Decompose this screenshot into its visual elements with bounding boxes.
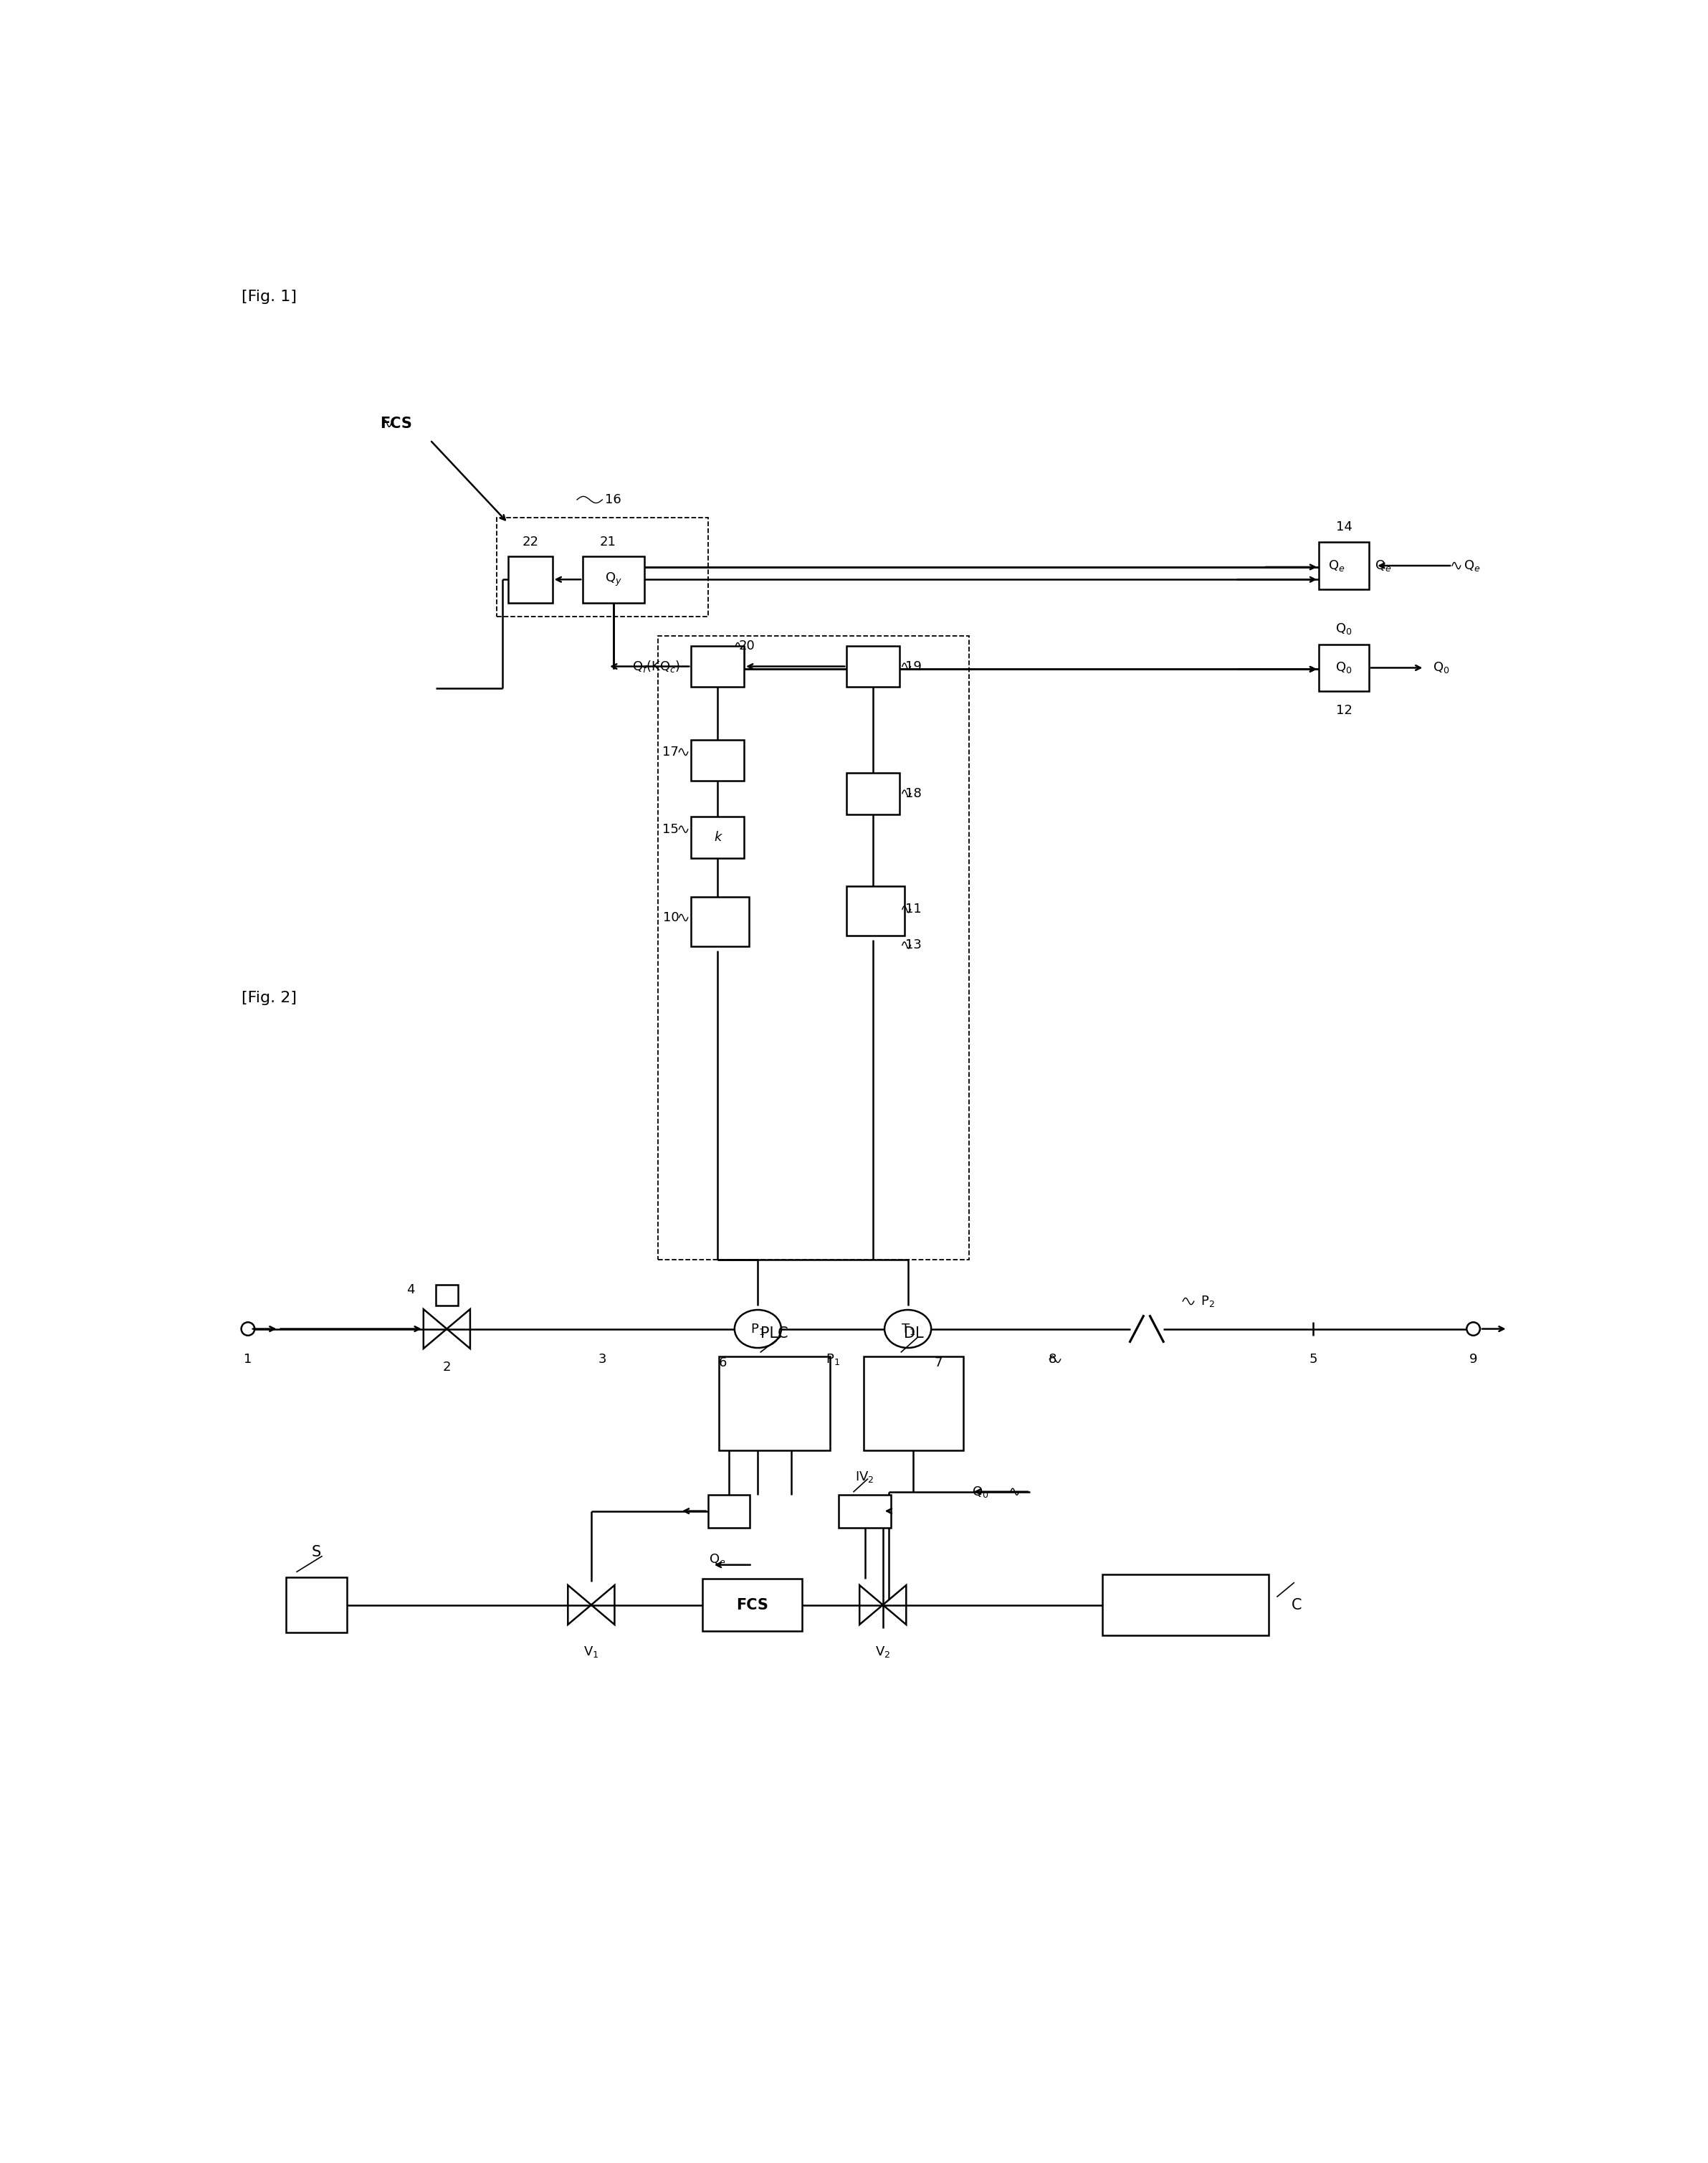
Bar — [692, 740, 745, 781]
Text: FCS: FCS — [736, 1598, 769, 1611]
Bar — [497, 517, 707, 616]
Text: Q$_e$: Q$_e$ — [709, 1553, 726, 1566]
Text: 9: 9 — [1469, 1352, 1477, 1365]
Text: 16: 16 — [605, 493, 622, 506]
Text: 19: 19 — [905, 660, 921, 673]
Text: 7: 7 — [934, 1356, 943, 1369]
Text: DL: DL — [904, 1326, 924, 1341]
Text: 17: 17 — [663, 746, 680, 759]
Text: [Fig. 1]: [Fig. 1] — [241, 290, 297, 303]
Text: P$_1$: P$_1$ — [752, 1322, 765, 1337]
Text: V$_1$: V$_1$ — [584, 1644, 600, 1659]
Bar — [707, 1495, 750, 1527]
Bar — [692, 647, 745, 688]
Text: 10: 10 — [663, 911, 680, 924]
Bar — [692, 898, 750, 947]
Text: 8: 8 — [1049, 1352, 1056, 1365]
Circle shape — [241, 1322, 254, 1335]
Text: 12: 12 — [1336, 705, 1353, 716]
Text: Q$_f$(KQ$_c$): Q$_f$(KQ$_c$) — [632, 660, 680, 675]
Text: 18: 18 — [905, 787, 921, 800]
Text: Q$_0$: Q$_0$ — [1336, 660, 1353, 675]
Text: 6: 6 — [719, 1356, 728, 1369]
Bar — [285, 1577, 347, 1633]
Text: T$_1$: T$_1$ — [900, 1322, 915, 1337]
Ellipse shape — [885, 1311, 931, 1348]
Bar — [507, 556, 552, 603]
Text: k: k — [714, 831, 721, 844]
Text: 5: 5 — [1310, 1352, 1317, 1365]
Text: P$_2$: P$_2$ — [1201, 1293, 1214, 1309]
Text: Q$_y$: Q$_y$ — [605, 571, 622, 588]
Text: 11: 11 — [905, 902, 921, 915]
Text: FCS: FCS — [381, 415, 412, 430]
Text: 15: 15 — [663, 822, 680, 835]
Bar — [692, 818, 745, 859]
Text: 2: 2 — [442, 1361, 451, 1374]
Text: V$_2$: V$_2$ — [874, 1644, 890, 1659]
Bar — [847, 772, 900, 813]
Bar — [1319, 645, 1368, 692]
Text: 20: 20 — [738, 640, 755, 653]
Text: 3: 3 — [598, 1352, 606, 1365]
Bar — [1319, 543, 1368, 588]
Text: Q$_e$: Q$_e$ — [1375, 558, 1392, 573]
Text: Q$_0$: Q$_0$ — [972, 1484, 989, 1499]
Text: Q$_e$: Q$_e$ — [1464, 558, 1481, 573]
Text: C: C — [1291, 1598, 1301, 1611]
Text: PLC: PLC — [760, 1326, 789, 1341]
Text: Q$_e$: Q$_e$ — [1327, 558, 1344, 573]
Text: Q$_0$: Q$_0$ — [1433, 660, 1450, 675]
Bar — [847, 887, 905, 937]
Text: IV$_2$: IV$_2$ — [856, 1469, 874, 1484]
Bar — [864, 1356, 963, 1451]
Bar — [847, 647, 900, 688]
Text: 21: 21 — [600, 536, 617, 549]
Text: 14: 14 — [1336, 521, 1353, 534]
Bar — [839, 1495, 892, 1527]
Text: S: S — [311, 1544, 321, 1560]
Bar — [1102, 1575, 1269, 1635]
Bar — [582, 556, 644, 603]
Text: 13: 13 — [905, 939, 921, 952]
Bar — [702, 1579, 803, 1631]
Text: [Fig. 2]: [Fig. 2] — [241, 991, 297, 1006]
Text: Q$_0$: Q$_0$ — [1336, 621, 1353, 636]
Text: P$_1$: P$_1$ — [825, 1352, 840, 1367]
Text: 1: 1 — [244, 1352, 253, 1365]
Circle shape — [1467, 1322, 1481, 1335]
Text: 4: 4 — [407, 1283, 415, 1296]
Text: 22: 22 — [523, 536, 538, 549]
Bar — [436, 1285, 458, 1306]
Ellipse shape — [734, 1311, 781, 1348]
Bar — [658, 636, 968, 1259]
Bar — [719, 1356, 830, 1451]
